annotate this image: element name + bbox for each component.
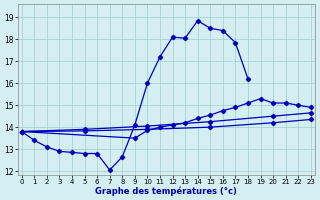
X-axis label: Graphe des températures (°c): Graphe des températures (°c): [95, 186, 237, 196]
